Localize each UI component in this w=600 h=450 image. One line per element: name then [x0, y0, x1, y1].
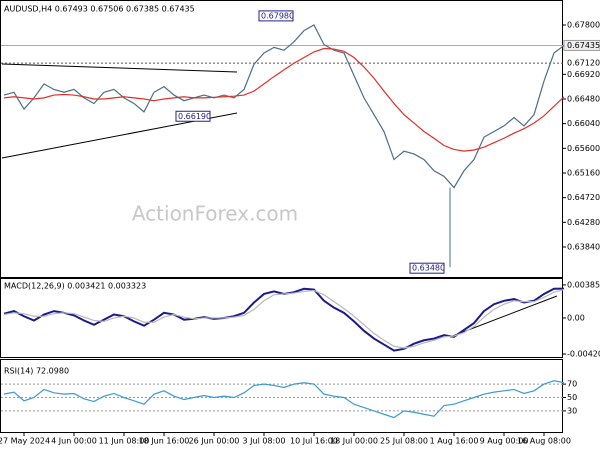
rsi-panel	[0, 359, 563, 433]
annotation: 0.63480	[412, 264, 445, 273]
y-tick-label: 30	[567, 406, 577, 415]
x-tick-label: 16 Aug 08:00	[517, 437, 571, 446]
series-line	[3, 380, 565, 419]
y-tick-label: 50	[567, 393, 577, 402]
watermark: ActionForex.com	[132, 202, 298, 226]
x-tick-label: 3 Jul 08:00	[243, 437, 286, 446]
price-label-box	[564, 58, 600, 69]
y-tick-label: 70	[567, 380, 577, 389]
y-tick-label: 0.66040	[567, 119, 600, 128]
x-tick-label: 11 Jun 08:00	[99, 437, 150, 446]
price-panel	[0, 0, 563, 278]
panel-title: AUDUSD,H4 0.67493 0.67506 0.67385 0.6743…	[4, 5, 195, 14]
trendline	[1, 63, 238, 73]
y-tick-label: 0.67800	[567, 20, 600, 29]
y-tick-label: 0.64720	[567, 193, 600, 202]
x-tick-label: 18 Jun 16:00	[139, 437, 190, 446]
y-tick-label: 0.65160	[567, 168, 600, 177]
annotation: 0.67980	[261, 11, 294, 20]
panel-title: RSI(14) 72.0980	[4, 367, 69, 376]
annotation-box	[258, 10, 294, 22]
x-tick-label: 10 Jul 16:00	[290, 437, 338, 446]
annotation-box	[175, 110, 211, 122]
macd-panel	[0, 278, 563, 358]
price-label: 0.67120	[567, 59, 600, 68]
panel-title: MACD(12,26,9) 0.003421 0.003323	[4, 282, 146, 291]
series-line	[3, 47, 565, 152]
x-tick-label: 18 Jul 00:00	[330, 437, 378, 446]
x-tick-label: 26 Jun 00:00	[189, 437, 240, 446]
x-tick-label: 1 Aug 16:00	[430, 437, 479, 446]
y-tick-label: 0.003852	[567, 280, 600, 289]
annotation-box	[409, 262, 445, 274]
y-tick-label: 0.64280	[567, 218, 600, 227]
x-tick-label: 4 Jun 00:00	[51, 437, 97, 446]
annotation: 0.66190	[178, 112, 211, 121]
x-tick-label: 25 Jul 08:00	[380, 437, 428, 446]
y-tick-label: 0.66920	[567, 70, 600, 79]
x-tick-label: 9 Aug 00:00	[480, 437, 529, 446]
series-line	[3, 288, 565, 349]
y-tick-label: 0.65600	[567, 144, 600, 153]
y-tick-label: 0.63840	[567, 243, 600, 252]
y-tick-label: 0.00	[567, 313, 585, 322]
price-label: 0.67435	[567, 41, 600, 50]
series-line	[3, 24, 565, 189]
x-tick-label: 27 May 2024	[0, 437, 50, 446]
y-tick-label: 0.66480	[567, 94, 600, 103]
y-tick-label: -0.004204	[567, 350, 600, 359]
